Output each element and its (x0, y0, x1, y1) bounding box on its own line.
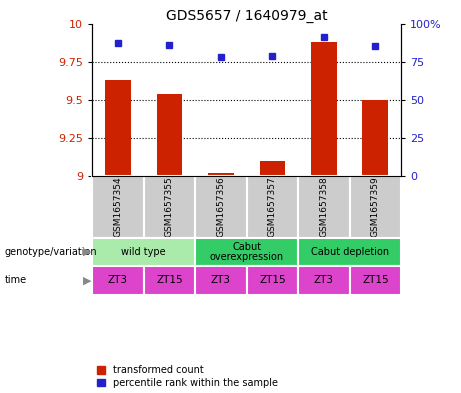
Bar (92, 266, 144, 295)
Bar (349, 176, 401, 238)
Text: ZT3: ZT3 (314, 275, 334, 285)
Text: wild type: wild type (121, 247, 166, 257)
Text: GSM1657354: GSM1657354 (113, 176, 123, 237)
Bar (298, 238, 401, 266)
Bar (247, 266, 298, 295)
Text: ZT3: ZT3 (211, 275, 231, 285)
Title: GDS5657 / 1640979_at: GDS5657 / 1640979_at (166, 9, 327, 22)
Text: ▶: ▶ (83, 275, 91, 285)
Bar (105, 80, 131, 176)
Text: ZT15: ZT15 (362, 275, 389, 285)
Text: Cabut
overexpression: Cabut overexpression (210, 242, 284, 263)
Text: GSM1657356: GSM1657356 (216, 176, 225, 237)
Bar (195, 238, 298, 266)
Bar (349, 266, 401, 295)
Text: GSM1657359: GSM1657359 (371, 176, 380, 237)
Bar (260, 161, 285, 176)
Bar (298, 176, 349, 238)
Text: ZT15: ZT15 (259, 275, 286, 285)
Text: ZT15: ZT15 (156, 275, 183, 285)
Text: GSM1657357: GSM1657357 (268, 176, 277, 237)
Text: Cabut depletion: Cabut depletion (311, 247, 389, 257)
Bar (208, 173, 234, 176)
Bar (195, 176, 247, 238)
Bar (92, 176, 144, 238)
Bar (311, 42, 337, 176)
Text: GSM1657358: GSM1657358 (319, 176, 328, 237)
Text: ZT3: ZT3 (108, 275, 128, 285)
Text: GSM1657355: GSM1657355 (165, 176, 174, 237)
Text: ▶: ▶ (83, 247, 91, 257)
Bar (195, 266, 247, 295)
Bar (362, 100, 388, 176)
Bar (144, 176, 195, 238)
Legend: transformed count, percentile rank within the sample: transformed count, percentile rank withi… (97, 365, 278, 388)
Bar (247, 176, 298, 238)
Bar (298, 266, 349, 295)
Text: genotype/variation: genotype/variation (5, 247, 97, 257)
Bar (92, 238, 195, 266)
Text: time: time (5, 275, 27, 285)
Bar (157, 94, 182, 176)
Bar (144, 266, 195, 295)
